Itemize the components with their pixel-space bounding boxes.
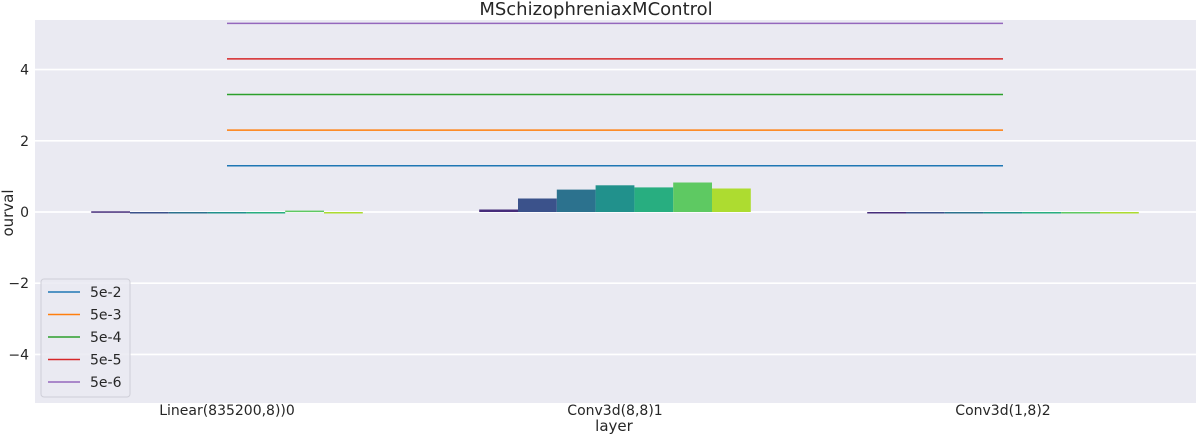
bar xyxy=(867,212,906,214)
y-tick-label: 0 xyxy=(20,205,29,221)
x-tick-label: Conv3d(1,8)2 xyxy=(955,403,1050,419)
bar xyxy=(518,198,557,212)
x-tick-label: Linear(835200,8))0 xyxy=(159,403,295,419)
legend: 5e-2 5e-3 5e-4 5e-5 5e-6 xyxy=(40,278,131,398)
chart-title: MSchizophreniaxMControl xyxy=(479,0,712,20)
bar xyxy=(479,209,518,212)
bar xyxy=(634,187,674,212)
bar xyxy=(246,212,286,214)
bar xyxy=(983,212,1023,214)
bar xyxy=(324,212,363,214)
x-axis-label: layer xyxy=(595,417,633,434)
legend-label: 5e-3 xyxy=(90,308,121,324)
legend-label: 5e-4 xyxy=(90,330,122,346)
bar xyxy=(1100,212,1139,214)
y-tick-label: 2 xyxy=(20,134,29,150)
bar xyxy=(168,212,208,214)
x-tick-labels: Linear(835200,8))0 Conv3d(8,8)1 Conv3d(1,8… xyxy=(159,403,1051,419)
legend-box xyxy=(40,278,131,398)
bar xyxy=(207,212,247,214)
bar xyxy=(285,210,324,213)
bar-group xyxy=(91,182,1139,214)
bar xyxy=(595,185,635,212)
bar xyxy=(130,212,169,214)
y-tick-label: 4 xyxy=(20,63,29,79)
bar xyxy=(1022,212,1062,214)
bar xyxy=(673,182,712,212)
y-tick-labels: 4 2 0 −2 −4 xyxy=(8,63,29,364)
bar xyxy=(712,188,751,212)
x-tick-label: Conv3d(8,8)1 xyxy=(567,403,662,419)
y-tick-label: −4 xyxy=(8,347,29,363)
threshold-lines xyxy=(227,22,1003,167)
bar xyxy=(556,189,596,212)
y-axis-label: ourval xyxy=(0,189,17,236)
bar xyxy=(906,212,945,214)
y-tick-label: −2 xyxy=(8,276,29,292)
bar xyxy=(1061,212,1100,214)
bar xyxy=(91,211,130,213)
legend-label: 5e-2 xyxy=(90,285,121,301)
legend-label: 5e-5 xyxy=(90,353,121,369)
bar xyxy=(944,212,984,214)
legend-label: 5e-6 xyxy=(90,375,122,391)
